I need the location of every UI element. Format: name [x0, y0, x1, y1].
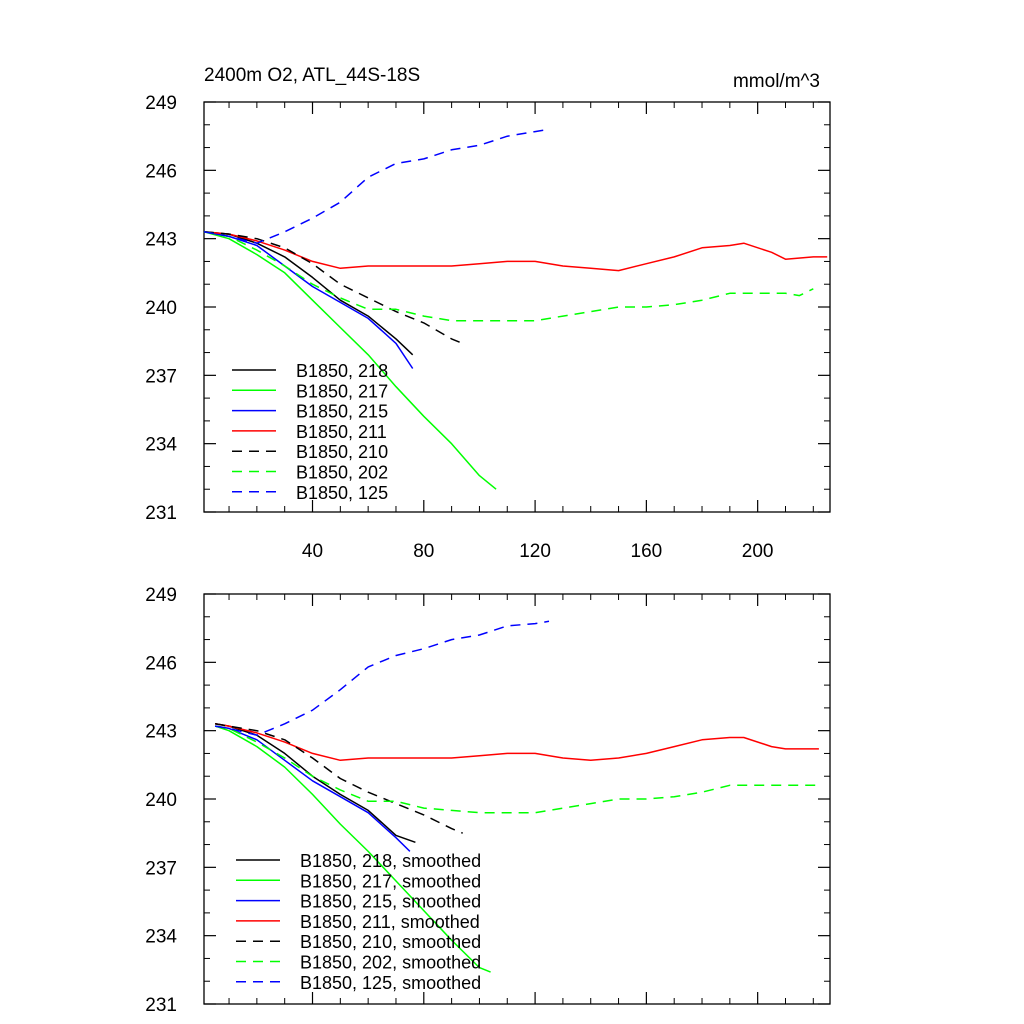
legend-label-6: B1850, 125, smoothed [300, 973, 481, 993]
series-line-6 [203, 128, 550, 244]
y-tick-label: 237 [145, 858, 177, 879]
series-line-2 [214, 725, 411, 852]
chart-title: 2400m O2, ATL_44S-18S [204, 65, 420, 86]
series-line-1 [214, 725, 491, 973]
series-line-3 [203, 231, 828, 272]
legend-label-2: B1850, 215 [296, 402, 388, 422]
series-line-0 [203, 231, 414, 356]
series-line-2 [203, 231, 414, 369]
series-line-5 [214, 725, 819, 814]
x-tick-label: 160 [631, 541, 663, 562]
series-line-3 [214, 723, 819, 762]
y-tick-label: 231 [145, 995, 177, 1016]
y-tick-label: 240 [145, 790, 177, 811]
y-tick-label: 231 [145, 503, 177, 524]
plot-frame [203, 593, 831, 1005]
y-tick-label: 246 [145, 161, 177, 182]
y-tick-label: 249 [145, 585, 177, 606]
legend-label-0: B1850, 218 [296, 361, 388, 381]
y-tick-label: 243 [145, 722, 177, 743]
bottom-panel: 231 234 237 240 243 246 249 B1850, 218, smoothe… [145, 585, 831, 1016]
legend-label-1: B1850, 217 [296, 381, 388, 401]
y-tick-label: 246 [145, 653, 177, 674]
x-tick-label: 120 [519, 541, 551, 562]
legend-label-3: B1850, 211, smoothed [300, 912, 480, 932]
legend-label-2: B1850, 215, smoothed [300, 892, 481, 912]
series-line-4 [214, 723, 463, 834]
y-tick-label: 243 [145, 230, 177, 251]
series-line-4 [203, 231, 463, 345]
legend-label-5: B1850, 202 [296, 463, 388, 483]
x-tick-label: 40 [302, 541, 323, 562]
y-tick-label: 249 [145, 93, 177, 114]
legend-label-0: B1850, 218, smoothed [300, 851, 481, 871]
series-line-6 [214, 620, 550, 736]
series-line-5 [203, 231, 814, 322]
top-panel: 231 234 237 240 243 246 249 40 80 120 160 200 2400m … [145, 65, 831, 562]
y-tick-label: 234 [145, 435, 177, 456]
x-tick-label: 80 [413, 541, 434, 562]
units-label: mmol/m^3 [733, 71, 820, 92]
legend-label-5: B1850, 202, smoothed [300, 953, 481, 973]
y-tick-label: 234 [145, 927, 177, 948]
legend-label-1: B1850, 217, smoothed [300, 871, 481, 891]
y-tick-label: 240 [145, 298, 177, 319]
legend-label-4: B1850, 210, smoothed [300, 932, 481, 952]
y-tick-label: 237 [145, 366, 177, 387]
legend-label-6: B1850, 125 [296, 483, 388, 503]
x-tick-label: 200 [742, 541, 774, 562]
legend-label-3: B1850, 211 [296, 422, 387, 442]
legend-label-4: B1850, 210 [296, 442, 388, 462]
series-line-1 [203, 231, 497, 490]
